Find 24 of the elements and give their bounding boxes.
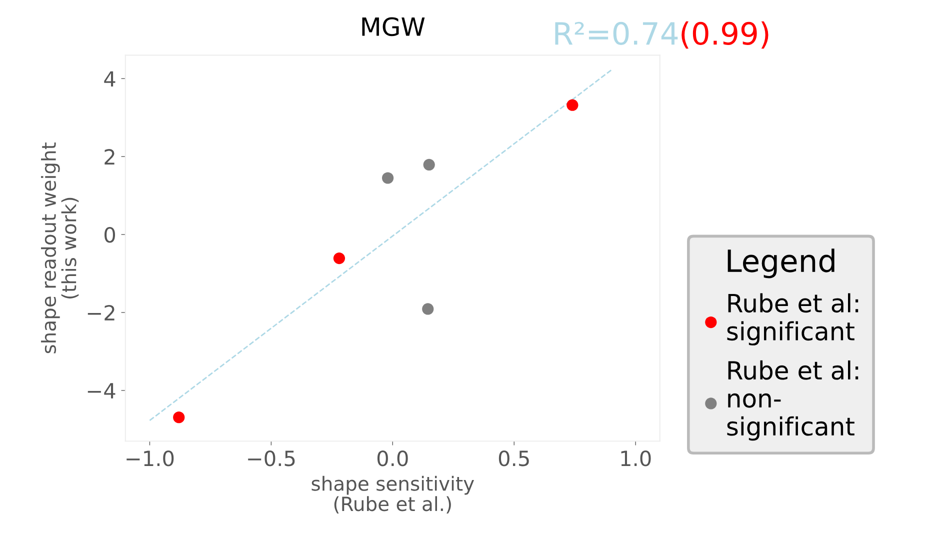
x-tick-label: −1.0 bbox=[126, 450, 174, 466]
point bbox=[173, 412, 185, 424]
legend-label: Rube et al: non- significant bbox=[727, 360, 858, 441]
x-tick-label: 0.5 bbox=[498, 450, 529, 466]
y-tick-label: 0 bbox=[104, 226, 116, 243]
text: (0.99) bbox=[682, 21, 768, 49]
point bbox=[382, 172, 394, 184]
point bbox=[422, 303, 434, 315]
x-axis-title: shape sensitivity (Rube et al.) bbox=[312, 476, 474, 514]
legend-label: Rube et al: significant bbox=[727, 293, 858, 346]
point bbox=[566, 99, 578, 111]
x-tick-label: 0.0 bbox=[377, 450, 408, 466]
x-tick-label: −0.5 bbox=[248, 450, 295, 466]
point bbox=[333, 252, 346, 264]
chart-title: MGW bbox=[362, 17, 425, 36]
y-tick-label: 4 bbox=[104, 71, 116, 87]
y-tick-label: −4 bbox=[88, 383, 116, 398]
legend-title: Legend bbox=[728, 248, 834, 278]
y-tick-label: 2 bbox=[104, 149, 114, 164]
x-tick-label: 1.0 bbox=[621, 450, 651, 466]
text: R²=0.74 bbox=[555, 22, 678, 45]
point bbox=[423, 158, 435, 171]
y-axis-title: shape readout weight (this work) bbox=[41, 142, 79, 354]
y-tick-label: −2 bbox=[88, 304, 114, 320]
